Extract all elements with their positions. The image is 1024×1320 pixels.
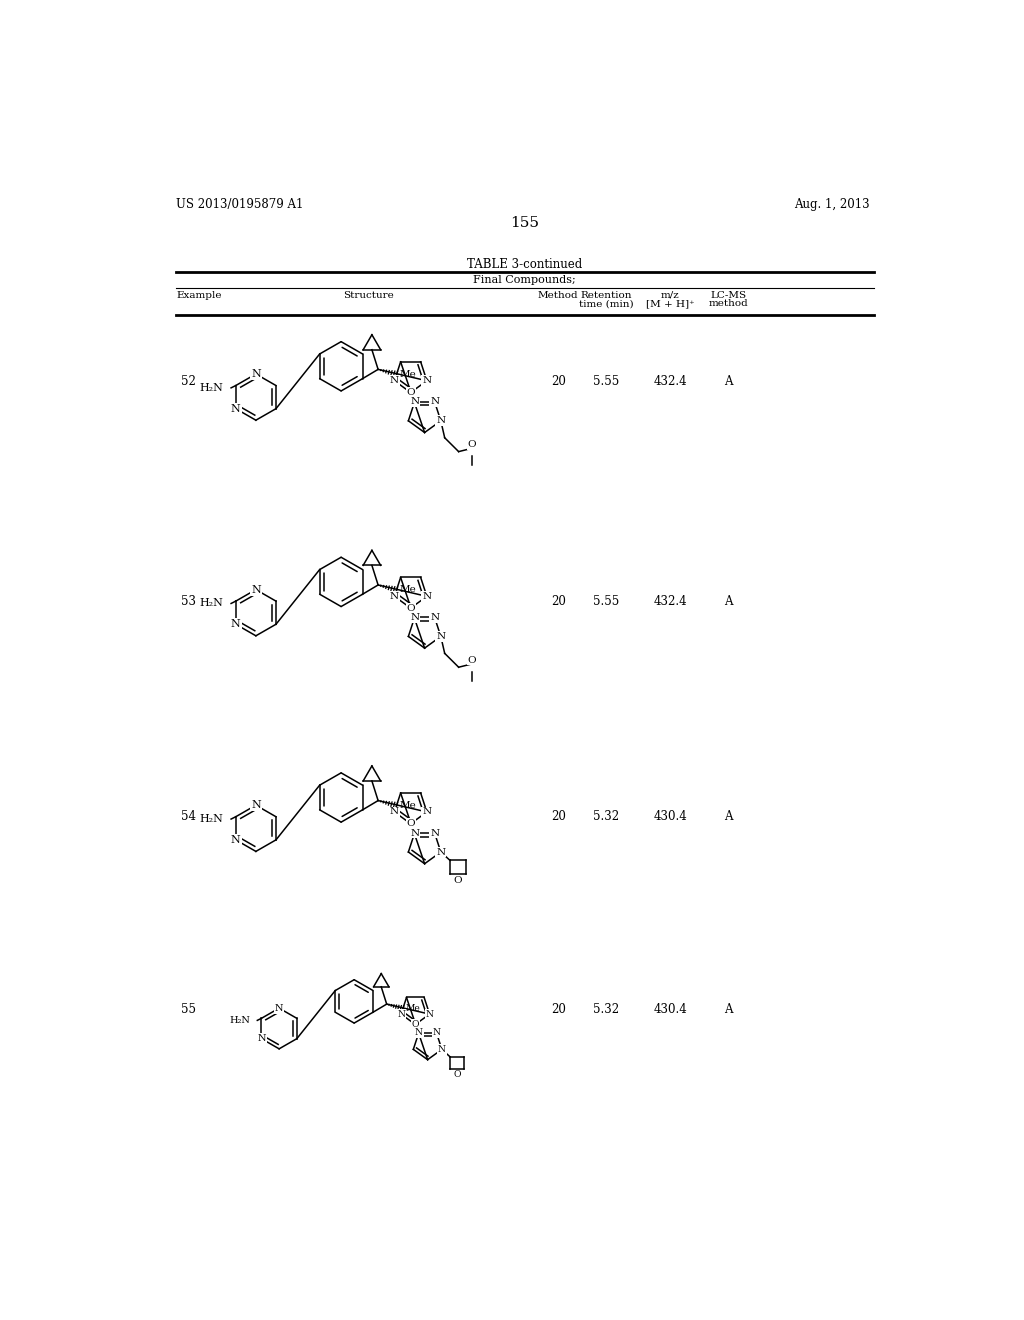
Text: 20: 20 [551, 810, 565, 824]
Text: 53: 53 [180, 594, 196, 607]
Text: H₂N: H₂N [200, 598, 223, 609]
Text: O: O [454, 1071, 461, 1080]
Text: N: N [436, 416, 445, 425]
Text: O: O [454, 876, 462, 884]
Text: O: O [412, 1020, 419, 1028]
Text: Me: Me [399, 801, 416, 810]
Text: 52: 52 [180, 375, 196, 388]
Text: O: O [407, 388, 415, 397]
Text: 20: 20 [551, 375, 565, 388]
Text: N: N [430, 829, 439, 838]
Text: 20: 20 [551, 594, 565, 607]
Text: Example: Example [176, 290, 221, 300]
Text: N: N [436, 847, 445, 857]
Text: N: N [390, 376, 399, 385]
Text: N: N [422, 376, 431, 385]
Text: 432.4: 432.4 [653, 375, 687, 388]
Text: A: A [724, 375, 733, 388]
Text: 430.4: 430.4 [653, 810, 687, 824]
Text: Final Compounds;: Final Compounds; [473, 276, 577, 285]
Text: N: N [410, 829, 419, 838]
Text: A: A [724, 594, 733, 607]
Text: N: N [230, 619, 241, 630]
Text: Me: Me [399, 370, 416, 379]
Text: N: N [230, 834, 241, 845]
Text: Me: Me [399, 586, 416, 594]
Text: 5.55: 5.55 [593, 594, 620, 607]
Text: LC-MS: LC-MS [711, 290, 746, 300]
Text: N: N [410, 612, 419, 622]
Text: Aug. 1, 2013: Aug. 1, 2013 [795, 198, 870, 211]
Text: N: N [410, 397, 419, 407]
Text: 5.55: 5.55 [593, 375, 620, 388]
Text: time (min): time (min) [579, 300, 634, 309]
Text: 432.4: 432.4 [653, 594, 687, 607]
Text: N: N [397, 1010, 406, 1019]
Text: 20: 20 [551, 1003, 565, 1016]
Text: A: A [724, 1003, 733, 1016]
Text: N: N [251, 585, 261, 594]
Text: [M + H]⁺: [M + H]⁺ [646, 300, 695, 309]
Text: Method: Method [538, 290, 579, 300]
Text: N: N [430, 397, 439, 407]
Text: N: N [251, 370, 261, 379]
Text: N: N [438, 1045, 445, 1053]
Text: O: O [468, 656, 476, 665]
Text: TABLE 3-continued: TABLE 3-continued [467, 259, 583, 272]
Text: O: O [468, 441, 476, 449]
Text: N: N [436, 632, 445, 642]
Text: O: O [407, 820, 415, 828]
Text: 5.32: 5.32 [593, 1003, 620, 1016]
Text: A: A [724, 810, 733, 824]
Text: N: N [390, 591, 399, 601]
Text: H₂N: H₂N [200, 814, 223, 824]
Text: N: N [251, 800, 261, 810]
Text: method: method [709, 300, 749, 309]
Text: O: O [407, 603, 415, 612]
Text: N: N [415, 1028, 423, 1038]
Text: N: N [274, 1003, 284, 1012]
Text: 54: 54 [180, 810, 196, 824]
Text: H₂N: H₂N [200, 383, 223, 393]
Text: Structure: Structure [343, 290, 393, 300]
Text: N: N [422, 808, 431, 817]
Text: m/z: m/z [662, 290, 680, 300]
Text: Me: Me [406, 1005, 420, 1012]
Text: US 2013/0195879 A1: US 2013/0195879 A1 [176, 198, 303, 211]
Text: N: N [426, 1010, 433, 1019]
Text: N: N [432, 1028, 440, 1038]
Text: 430.4: 430.4 [653, 1003, 687, 1016]
Text: 55: 55 [180, 1003, 196, 1016]
Text: Retention: Retention [581, 290, 632, 300]
Text: N: N [430, 612, 439, 622]
Text: N: N [390, 808, 399, 817]
Text: N: N [422, 591, 431, 601]
Text: 5.32: 5.32 [593, 810, 620, 824]
Text: N: N [230, 404, 241, 413]
Text: H₂N: H₂N [229, 1016, 251, 1024]
Text: 155: 155 [510, 216, 540, 230]
Text: N: N [257, 1034, 265, 1043]
